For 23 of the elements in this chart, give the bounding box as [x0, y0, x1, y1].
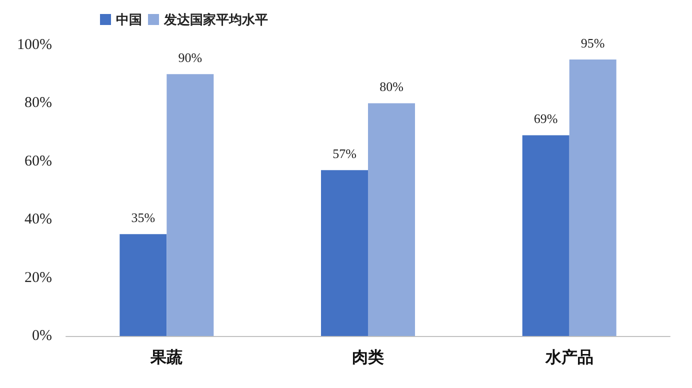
bar	[522, 135, 570, 336]
bar	[166, 74, 214, 336]
y-tick-label: 0%	[32, 328, 52, 344]
bar	[321, 170, 368, 336]
x-tick-label: 果蔬	[150, 348, 183, 366]
data-label: 69%	[534, 111, 558, 126]
bar	[569, 60, 616, 336]
data-label: 90%	[178, 50, 202, 66]
bar	[368, 103, 415, 336]
x-tick-label: 肉类	[352, 348, 384, 366]
x-tick-label: 水产品	[544, 348, 594, 366]
data-label: 35%	[131, 210, 156, 226]
y-tick-label: 40%	[24, 212, 52, 228]
data-label: 57%	[332, 146, 357, 162]
data-label: 80%	[380, 79, 404, 94]
legend-label: 发达国家平均水平	[163, 12, 268, 27]
data-label: 95%	[580, 36, 605, 51]
y-tick-label: 20%	[24, 270, 52, 286]
y-tick-label: 60%	[24, 153, 52, 170]
bar	[120, 234, 167, 336]
y-tick-label: 100%	[17, 37, 52, 53]
y-tick-label: 80%	[24, 95, 52, 112]
legend-label: 中国	[116, 12, 142, 27]
